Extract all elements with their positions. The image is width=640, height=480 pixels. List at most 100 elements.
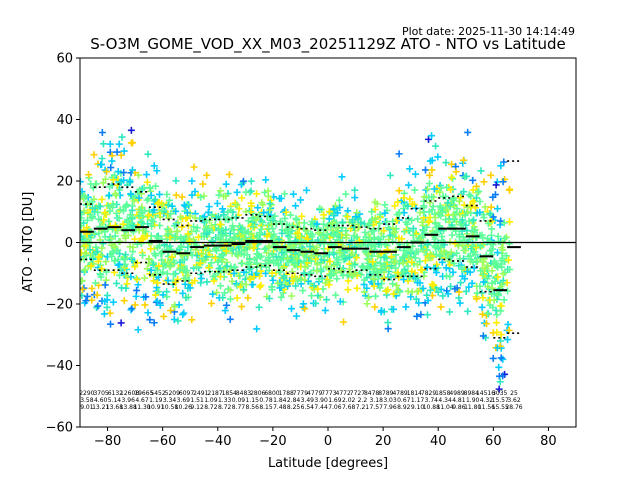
scatter-point	[160, 312, 168, 320]
scatter-point	[81, 249, 89, 257]
scatter-point	[173, 227, 181, 235]
bin-stat-text: 1.19	[149, 397, 163, 404]
scatter-point	[339, 272, 347, 280]
scatter-point	[457, 194, 465, 202]
bin-stat-text: 1788	[279, 390, 294, 397]
scatter-point	[451, 285, 459, 293]
scatter-point	[452, 168, 460, 176]
scatter-point	[140, 184, 148, 192]
scatter-point	[429, 202, 437, 210]
scatter-point	[131, 301, 139, 309]
scatter-point	[434, 288, 442, 296]
scatter-point	[348, 262, 356, 270]
scatter-point	[484, 220, 492, 228]
scatter-point	[499, 246, 507, 254]
scatter-point	[412, 295, 420, 303]
scatter-point	[415, 299, 423, 307]
scatter-point	[304, 235, 312, 243]
scatter-point	[80, 267, 88, 275]
scatter-point	[455, 242, 463, 250]
scatter-point	[371, 215, 379, 223]
scatter-point	[117, 319, 125, 327]
scatter-point	[80, 284, 88, 292]
scatter-point	[168, 202, 176, 210]
scatter-point	[266, 206, 274, 214]
scatter-point	[497, 217, 505, 225]
bin-stat-text: 15.57	[492, 397, 509, 404]
scatter-point	[99, 240, 107, 248]
scatter-point	[489, 193, 497, 201]
scatter-point	[216, 220, 224, 228]
scatter-point	[394, 269, 402, 277]
bin-stat-text: 4789	[392, 390, 407, 397]
scatter-point	[108, 252, 116, 260]
scatter-point	[153, 167, 161, 175]
scatter-point	[480, 214, 488, 222]
scatter-point	[120, 168, 128, 176]
scatter-point	[128, 166, 136, 174]
scatter-point	[374, 280, 382, 288]
scatter-point	[256, 283, 264, 291]
x-tick-label: 80	[540, 434, 557, 449]
bin-stat-text: 0.67	[397, 397, 411, 404]
scatter-point	[275, 235, 283, 243]
scatter-point	[292, 282, 300, 290]
scatter-point	[152, 291, 160, 299]
scatter-point	[446, 308, 454, 316]
scatter-point	[168, 253, 176, 261]
bin-stat-text: 10.58	[161, 404, 178, 411]
scatter-point	[230, 234, 238, 242]
scatter-point	[272, 269, 280, 277]
scatter-point	[461, 211, 469, 219]
scatter-point	[395, 234, 403, 242]
scatter-point	[80, 292, 86, 300]
y-tick-label: −20	[46, 298, 73, 313]
scatter-point	[80, 277, 86, 285]
scatter-point	[491, 277, 499, 285]
scatter-point	[425, 254, 433, 262]
scatter-point	[211, 254, 219, 262]
scatter-point	[281, 214, 289, 222]
scatter-point	[255, 303, 263, 311]
scatter-point	[200, 192, 208, 200]
scatter-point	[395, 273, 403, 281]
scatter-point	[476, 197, 484, 205]
scatter-point	[363, 255, 371, 263]
scatter-point	[350, 232, 358, 240]
scatter-point	[371, 198, 379, 206]
scatter-point	[500, 158, 508, 166]
scatter-point	[405, 181, 413, 189]
scatter-point	[321, 306, 329, 314]
scatter-point	[363, 284, 371, 292]
scatter-point	[456, 299, 464, 307]
scatter-point	[365, 256, 373, 264]
scatter-point	[204, 225, 212, 233]
bin-stat-text: 5.14	[108, 397, 122, 404]
scatter-point	[469, 198, 477, 206]
scatter-point	[175, 301, 183, 309]
scatter-point	[439, 292, 447, 300]
scatter-point	[204, 208, 212, 216]
scatter-point	[242, 188, 250, 196]
scatter-point	[300, 257, 308, 265]
scatter-point	[143, 171, 151, 179]
x-axis-ticks: −80 −60 −40 −20 0 20 40 60 80	[94, 427, 557, 449]
scatter-point	[261, 188, 269, 196]
scatter-point	[148, 222, 156, 230]
scatter-point	[407, 293, 415, 301]
scatter-point	[89, 204, 97, 212]
scatter-point	[143, 265, 151, 273]
scatter-point	[107, 164, 115, 172]
scatter-point	[417, 311, 425, 319]
scatter-point	[95, 253, 103, 261]
scatter-point	[372, 292, 380, 300]
scatter-point	[159, 291, 167, 299]
scatter-point	[390, 229, 398, 237]
scatter-point	[180, 309, 188, 317]
scatter-point	[104, 202, 112, 210]
scatter-point	[497, 162, 505, 170]
scatter-point	[480, 178, 488, 186]
scatter-point	[325, 251, 333, 259]
scatter-points	[80, 126, 514, 393]
scatter-point	[149, 218, 157, 226]
